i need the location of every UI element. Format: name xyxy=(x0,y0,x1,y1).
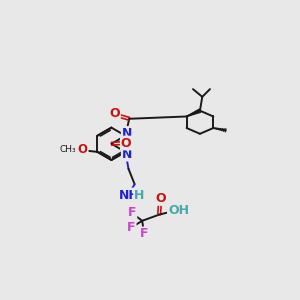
Text: H: H xyxy=(134,188,145,202)
Text: F: F xyxy=(127,221,136,234)
Text: O: O xyxy=(121,136,131,149)
Text: N: N xyxy=(122,148,132,161)
Text: O: O xyxy=(109,107,120,120)
Text: N: N xyxy=(122,127,132,140)
Text: NH: NH xyxy=(119,188,140,202)
Text: F: F xyxy=(128,206,136,219)
Polygon shape xyxy=(187,109,201,116)
Text: O: O xyxy=(155,192,166,205)
Text: CH₃: CH₃ xyxy=(59,145,76,154)
Text: OH: OH xyxy=(168,204,189,217)
Text: O: O xyxy=(78,143,88,156)
Text: F: F xyxy=(140,227,149,240)
